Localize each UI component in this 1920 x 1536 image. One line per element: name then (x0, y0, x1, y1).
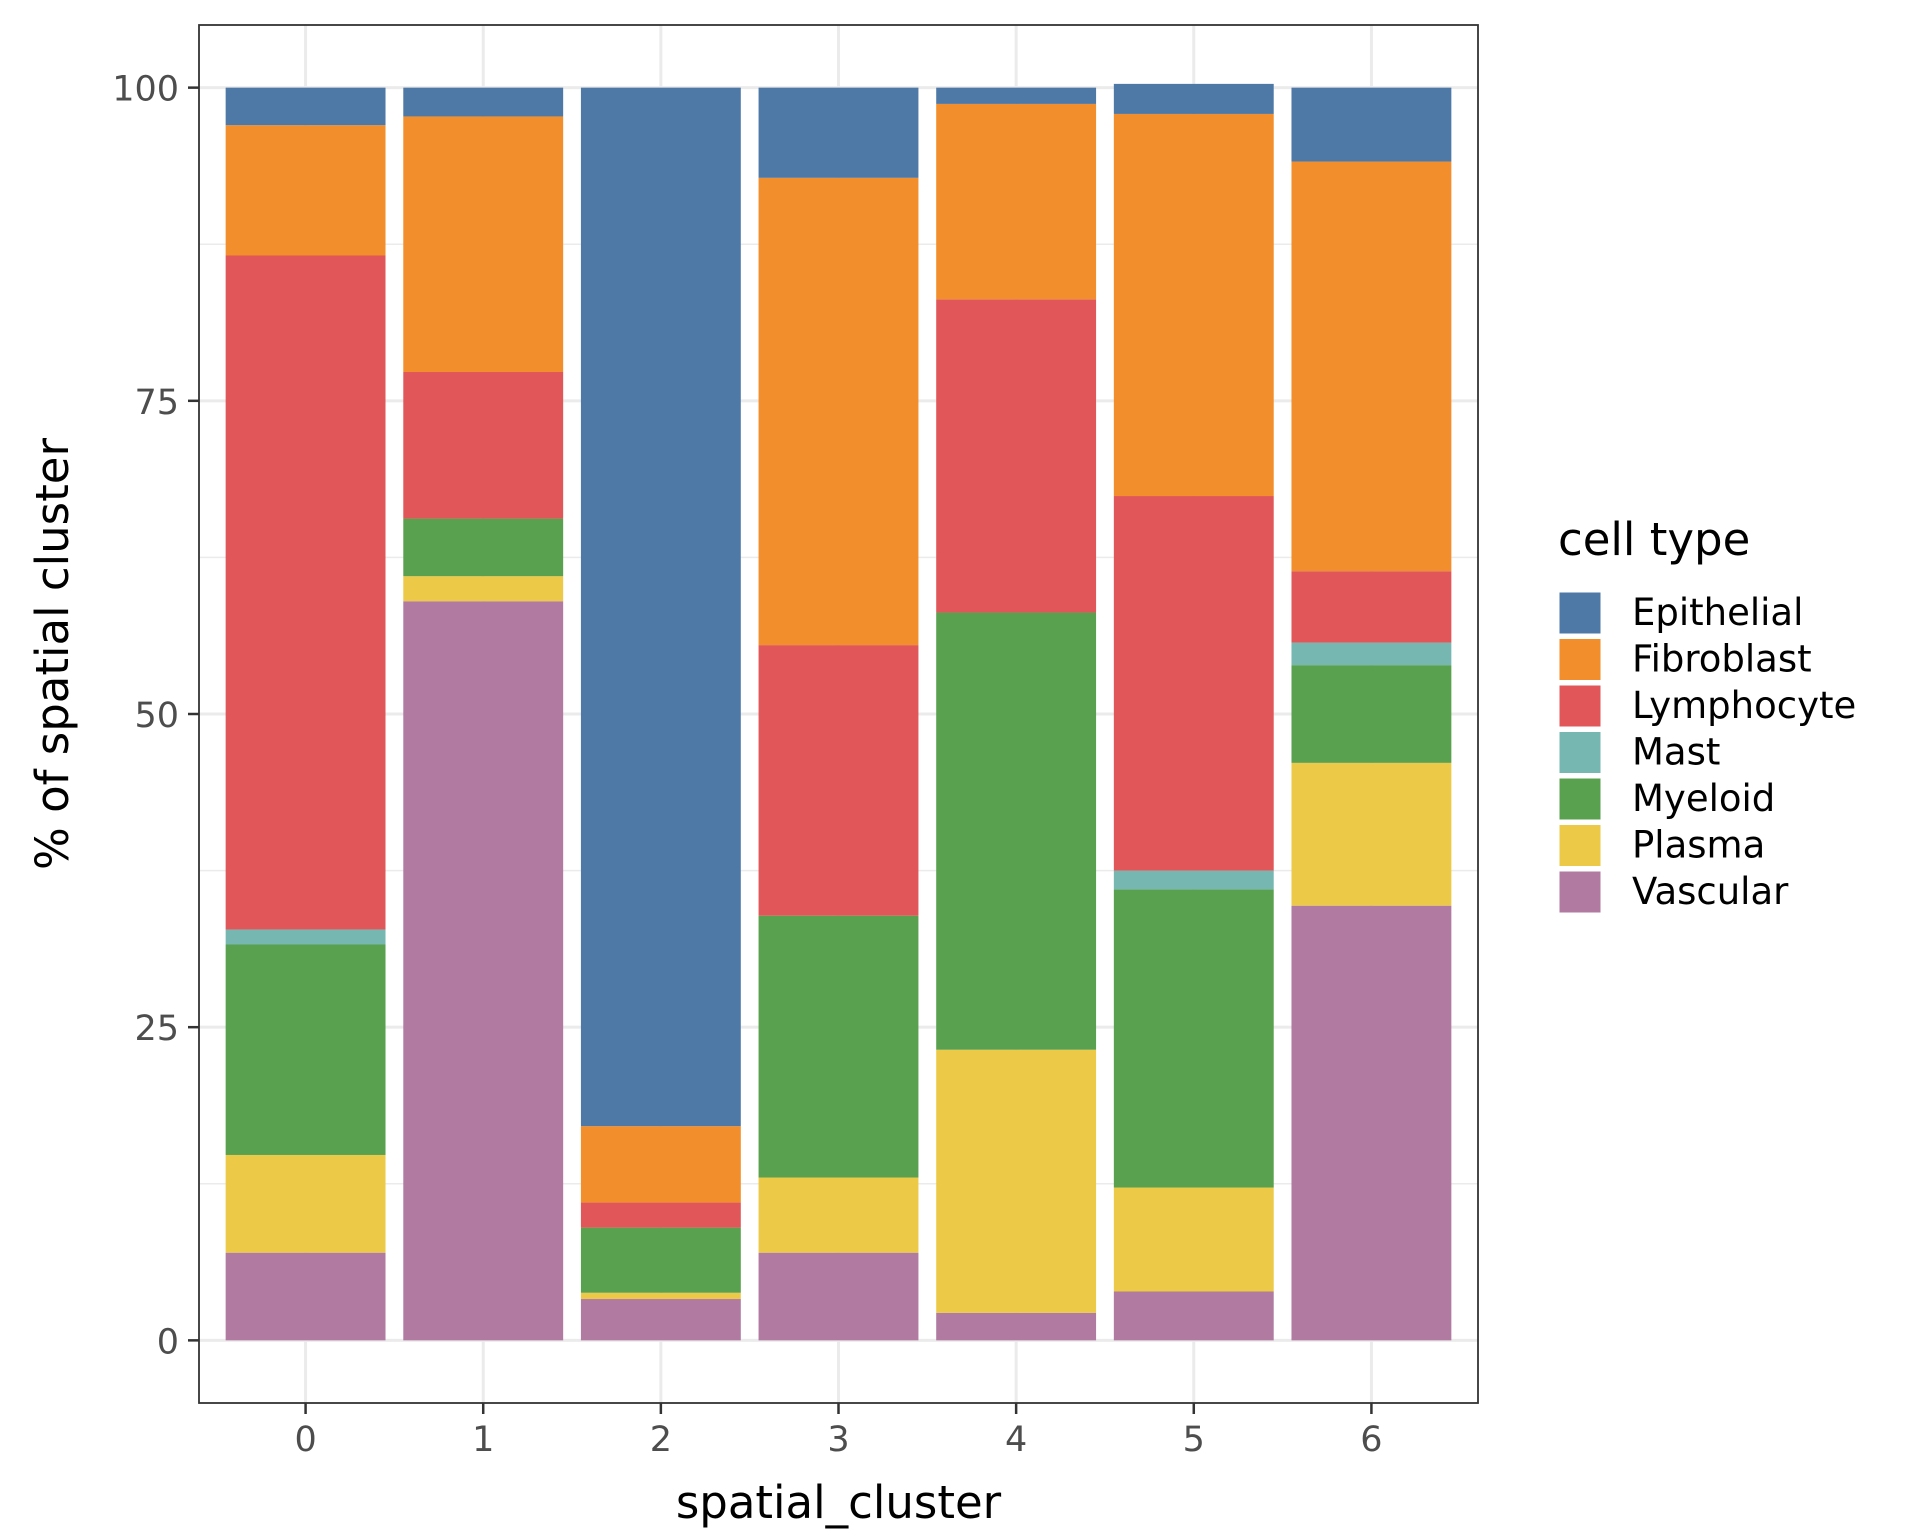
bar-segment-vascular-cluster-6 (1291, 905, 1452, 1341)
bar-segment-plasma-cluster-3 (758, 1177, 919, 1253)
bar-segment-epithelial-cluster-0 (225, 87, 386, 126)
bar-segment-fibroblast-cluster-2 (580, 1126, 741, 1203)
bar-segment-lymphocyte-cluster-6 (1291, 571, 1452, 643)
legend: cell type EpithelialFibroblastLymphocyte… (1558, 513, 1856, 914)
bar-segment-myeloid-cluster-1 (403, 518, 564, 577)
bar-segment-vascular-cluster-4 (936, 1312, 1097, 1341)
bar-segment-plasma-cluster-6 (1291, 762, 1452, 906)
bar-segment-lymphocyte-cluster-4 (936, 299, 1097, 613)
bar-segment-myeloid-cluster-6 (1291, 665, 1452, 763)
bar-segment-epithelial-cluster-2 (580, 87, 741, 1127)
bar-segment-fibroblast-cluster-3 (758, 177, 919, 646)
legend-label-fibroblast: Fibroblast (1632, 638, 1812, 681)
bar-segment-epithelial-cluster-4 (936, 87, 1097, 104)
y-tick-label: 75 (134, 383, 179, 423)
bar-segment-myeloid-cluster-3 (758, 915, 919, 1178)
legend-swatch-mast (1558, 731, 1602, 774)
legend-swatch-vascular (1558, 870, 1602, 914)
bar-segment-myeloid-cluster-4 (936, 612, 1097, 1050)
legend-label-plasma: Plasma (1632, 824, 1765, 867)
x-tick-label: 0 (294, 1420, 316, 1460)
legend-swatch-myeloid (1558, 777, 1602, 821)
bar-segment-lymphocyte-cluster-0 (225, 255, 386, 930)
legend-swatch-plasma (1558, 824, 1602, 867)
bar-segment-vascular-cluster-1 (403, 601, 564, 1341)
bar-segment-vascular-cluster-2 (580, 1299, 741, 1341)
axes: 0 25 50 75 100 0 1 2 3 4 5 6 (112, 70, 1382, 1460)
bar-segment-epithelial-cluster-5 (1113, 83, 1274, 114)
bar-segment-plasma-cluster-4 (936, 1049, 1097, 1313)
bar-segment-epithelial-cluster-3 (758, 87, 919, 178)
legend-label-vascular: Vascular (1632, 870, 1789, 913)
legend-label-lymphocyte: Lymphocyte (1632, 684, 1856, 727)
bar-segment-epithelial-cluster-1 (403, 87, 564, 117)
y-tick-label: 50 (134, 696, 179, 736)
bar-segment-mast-cluster-6 (1291, 642, 1452, 666)
bar-segment-fibroblast-cluster-6 (1291, 161, 1452, 572)
bar-segment-plasma-cluster-0 (225, 1154, 386, 1253)
x-tick-label: 3 (827, 1420, 849, 1460)
bar-segment-plasma-cluster-1 (403, 576, 564, 602)
bar-segment-mast-cluster-5 (1113, 870, 1274, 890)
y-tick-label: 0 (157, 1322, 179, 1362)
legend-label-mast: Mast (1632, 731, 1720, 774)
legend-swatch-fibroblast (1558, 638, 1602, 681)
bar-segment-plasma-cluster-5 (1113, 1187, 1274, 1292)
x-tick-label: 6 (1360, 1420, 1382, 1460)
bar-segment-mast-cluster-0 (225, 929, 386, 945)
bar-segment-vascular-cluster-0 (225, 1252, 386, 1341)
x-tick-label: 5 (1183, 1420, 1205, 1460)
bar-segment-fibroblast-cluster-1 (403, 116, 564, 373)
legend-label-epithelial: Epithelial (1632, 591, 1803, 634)
bar-segment-myeloid-cluster-0 (225, 944, 386, 1155)
bar-segment-plasma-cluster-2 (580, 1292, 741, 1300)
bar-segment-epithelial-cluster-6 (1291, 87, 1452, 162)
x-axis-title: spatial_cluster (676, 1476, 1002, 1529)
legend-swatch-lymphocyte (1558, 684, 1602, 728)
bar-segment-vascular-cluster-5 (1113, 1291, 1274, 1341)
bar-segment-lymphocyte-cluster-5 (1113, 496, 1274, 871)
bar-segment-lymphocyte-cluster-2 (580, 1202, 741, 1228)
y-axis-title: % of spatial cluster (26, 438, 79, 870)
bar-segment-myeloid-cluster-5 (1113, 889, 1274, 1188)
bar-segment-vascular-cluster-3 (758, 1252, 919, 1341)
bar-segment-fibroblast-cluster-5 (1113, 113, 1274, 497)
x-tick-label: 4 (1005, 1420, 1027, 1460)
legend-title: cell type (1558, 513, 1750, 566)
y-tick-label: 100 (112, 70, 179, 110)
plot-panel (198, 24, 1479, 1404)
y-tick-label: 25 (134, 1009, 179, 1049)
x-tick-label: 1 (472, 1420, 494, 1460)
bar-segment-lymphocyte-cluster-3 (758, 645, 919, 916)
x-tick-label: 2 (650, 1420, 672, 1460)
bar-segment-fibroblast-cluster-4 (936, 103, 1097, 300)
bars (225, 83, 1452, 1341)
legend-label-myeloid: Myeloid (1632, 777, 1775, 820)
bar-segment-lymphocyte-cluster-1 (403, 372, 564, 519)
legend-items: EpithelialFibroblastLymphocyteMastMyeloi… (1558, 591, 1856, 914)
bar-segment-fibroblast-cluster-0 (225, 125, 386, 256)
legend-swatch-epithelial (1558, 591, 1602, 635)
bar-segment-myeloid-cluster-2 (580, 1227, 741, 1293)
